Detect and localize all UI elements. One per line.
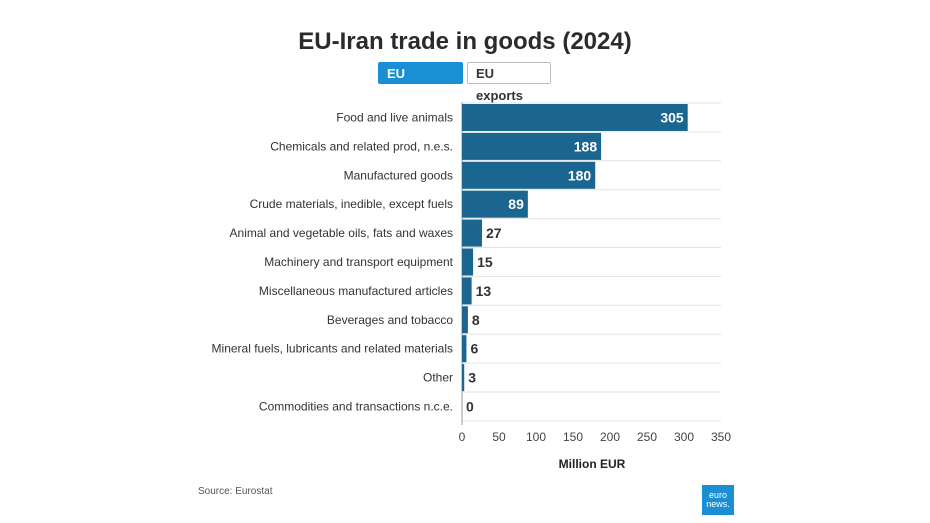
x-tick-label: 350 bbox=[711, 430, 731, 444]
eu-imports-tab[interactable]: EU imports bbox=[378, 62, 463, 103]
x-tick-label: 0 bbox=[459, 430, 466, 444]
x-tick-label: 300 bbox=[674, 430, 694, 444]
category-label: Food and live animals bbox=[336, 111, 453, 125]
category-label: Miscellaneous manufactured articles bbox=[259, 284, 453, 298]
eu-exports-tab[interactable]: EU exports bbox=[467, 62, 551, 103]
category-label: Machinery and transport equipment bbox=[264, 255, 453, 269]
x-tick-label: 200 bbox=[600, 430, 620, 444]
value-label: 8 bbox=[472, 312, 480, 328]
category-label: Other bbox=[423, 371, 453, 385]
category-label: Manufactured goods bbox=[344, 168, 453, 182]
bar bbox=[462, 161, 596, 189]
value-label: 3 bbox=[468, 370, 476, 386]
x-axis-title: Million EUR bbox=[559, 457, 626, 471]
value-label: 0 bbox=[466, 399, 474, 415]
category-label: Mineral fuels, lubricants and related ma… bbox=[212, 342, 453, 356]
bar bbox=[462, 132, 602, 160]
bar bbox=[462, 219, 482, 247]
source-note: Source: Eurostat bbox=[198, 486, 273, 497]
bar bbox=[462, 277, 472, 305]
value-label: 13 bbox=[476, 283, 492, 299]
x-tick-label: 50 bbox=[492, 430, 506, 444]
logo-line-1: euro bbox=[708, 490, 727, 500]
bar bbox=[462, 364, 465, 392]
value-label: 27 bbox=[486, 225, 502, 241]
x-tick-label: 150 bbox=[563, 430, 583, 444]
category-label: Commodities and transactions n.c.e. bbox=[259, 400, 453, 414]
category-label: Crude materials, inedible, except fuels bbox=[250, 197, 453, 211]
value-label: 15 bbox=[477, 254, 493, 270]
value-label: 305 bbox=[660, 110, 684, 126]
category-label: Animal and vegetable oils, fats and waxe… bbox=[230, 226, 453, 240]
value-label: 6 bbox=[470, 341, 478, 357]
x-tick-label: 100 bbox=[526, 430, 546, 444]
category-label: Beverages and tobacco bbox=[327, 313, 453, 327]
bar bbox=[462, 104, 688, 131]
x-tick-label: 250 bbox=[637, 430, 657, 444]
bar bbox=[462, 248, 474, 276]
bar bbox=[462, 190, 528, 218]
value-label: 188 bbox=[574, 138, 598, 154]
logo-line-2: news. bbox=[706, 499, 730, 509]
bar bbox=[462, 335, 467, 363]
bar bbox=[462, 306, 468, 334]
euronews-logo: euro news. bbox=[702, 485, 734, 515]
value-label: 180 bbox=[568, 167, 592, 183]
chart-title: EU-Iran trade in goods (2024) bbox=[298, 28, 632, 55]
category-label: Chemicals and related prod, n.e.s. bbox=[270, 139, 453, 153]
value-label: 89 bbox=[508, 196, 524, 212]
